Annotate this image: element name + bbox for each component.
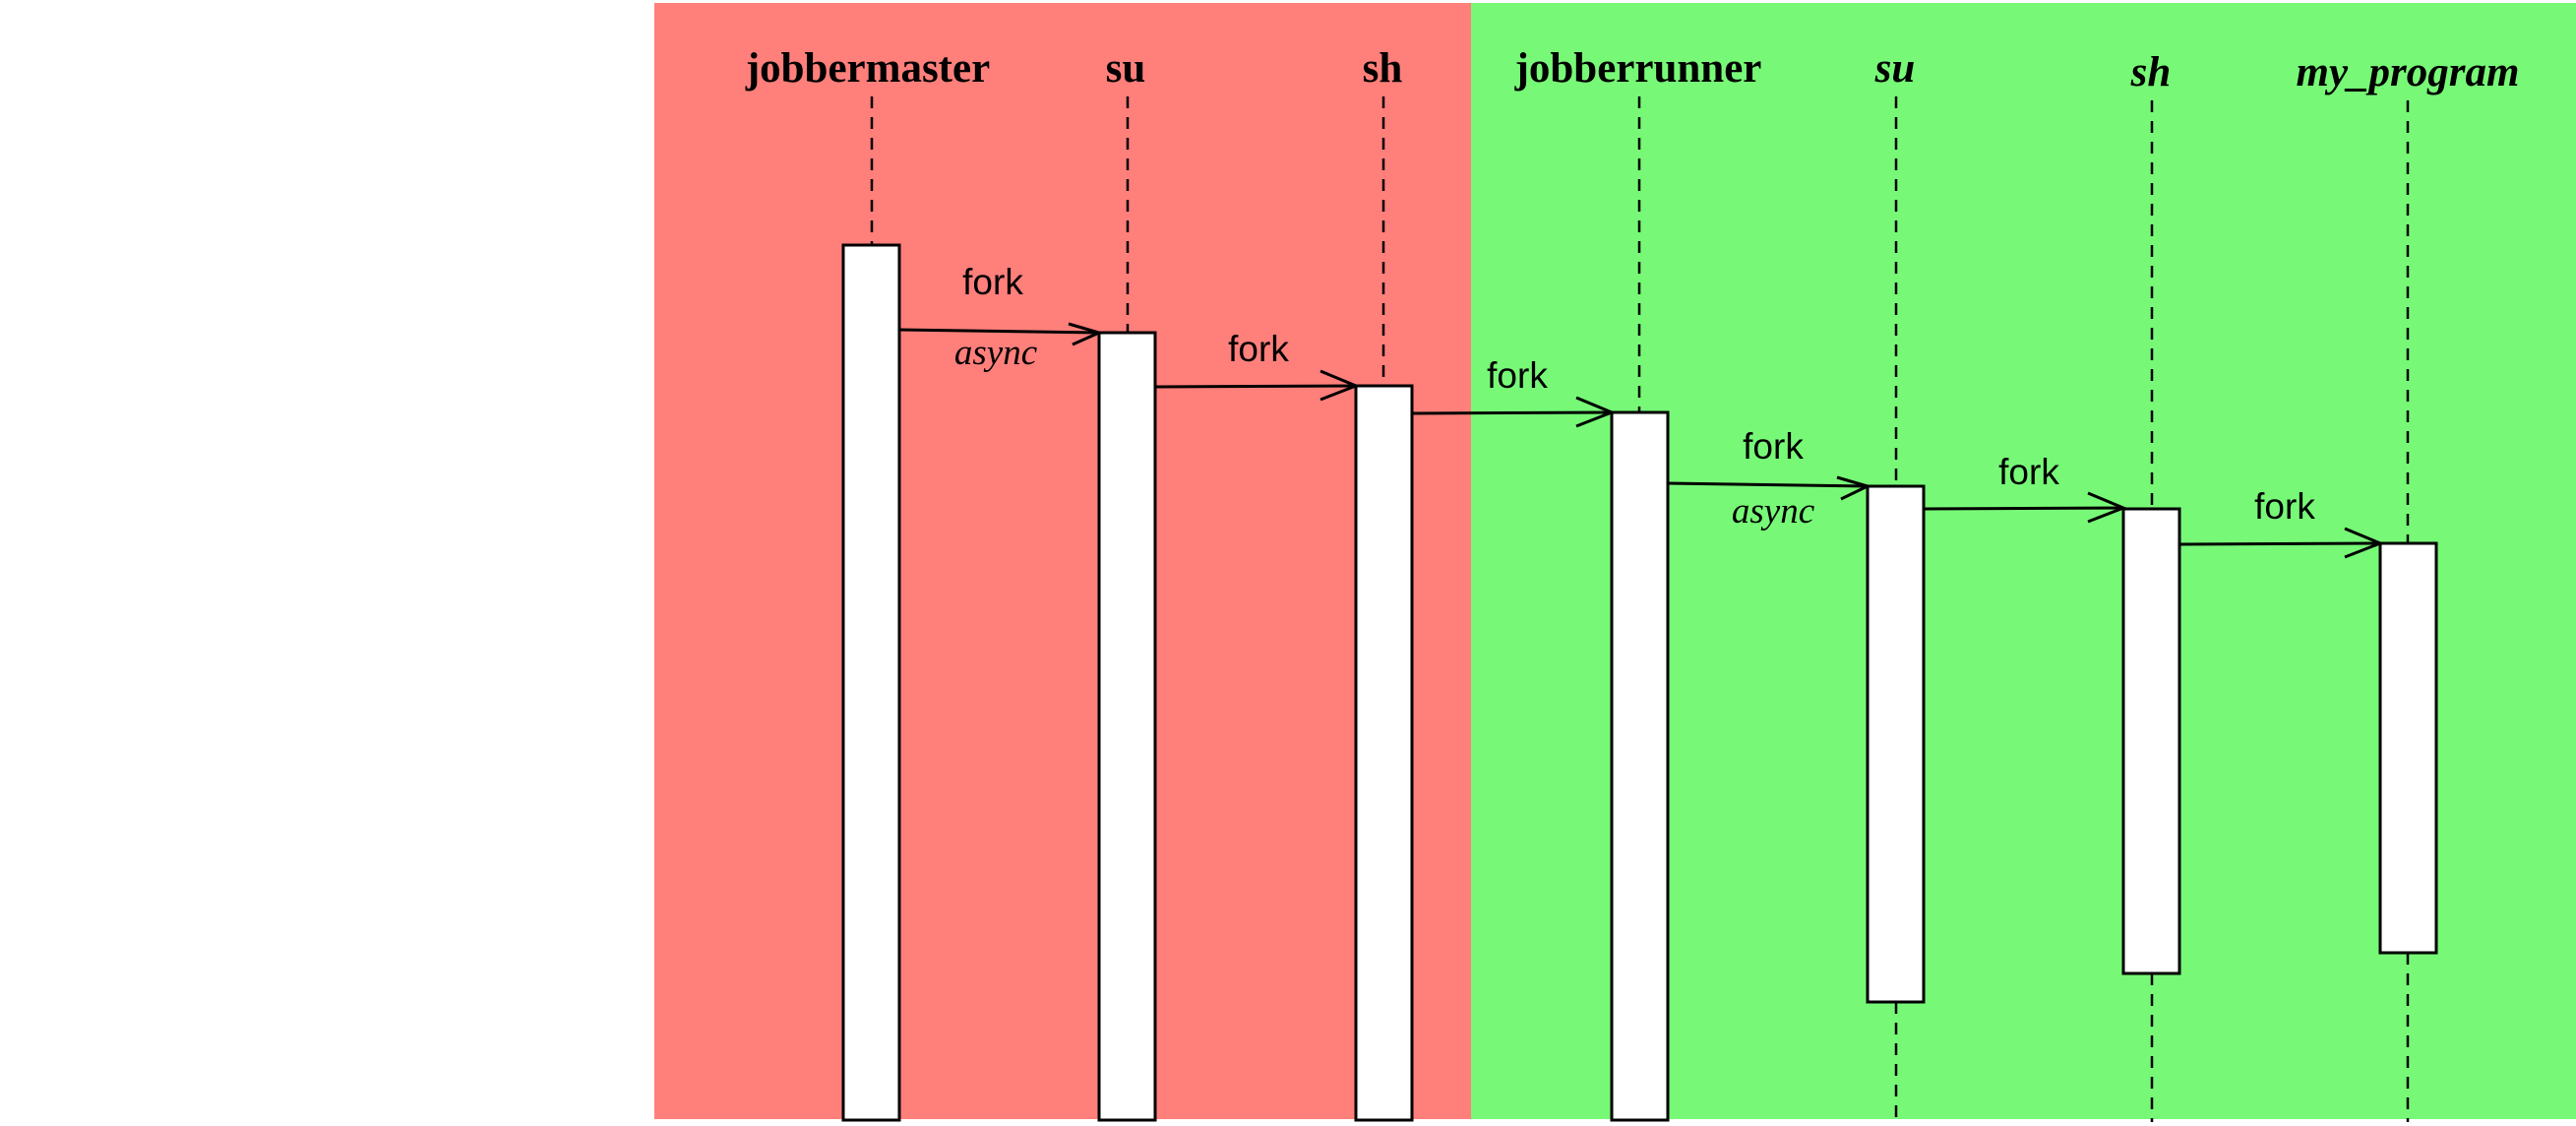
activation-sh-2 bbox=[2121, 507, 2181, 975]
message-label-2: fork bbox=[1228, 329, 1289, 369]
message-note-4: async bbox=[1732, 491, 1815, 532]
message-label-3: fork bbox=[1487, 355, 1548, 396]
activation-my-program bbox=[2378, 541, 2438, 955]
activation-sh bbox=[1354, 384, 1414, 1122]
message-label-4: fork bbox=[1743, 426, 1804, 467]
message-label-1: fork bbox=[962, 262, 1023, 302]
participant-label-jobberrunner: jobberrunner bbox=[1514, 45, 1762, 92]
participant-label-sh: sh bbox=[1363, 45, 1403, 92]
arrow-head-3 bbox=[1575, 396, 1617, 428]
arrow-head-4 bbox=[1836, 475, 1872, 501]
participant-label-jobbermaster: jobbermaster bbox=[745, 45, 990, 92]
message-line-5 bbox=[1923, 506, 2124, 511]
message-line-3 bbox=[1411, 410, 1613, 415]
participant-label-su: su bbox=[1106, 45, 1146, 92]
activation-jobbermaster bbox=[841, 243, 901, 1122]
activation-su bbox=[1097, 331, 1157, 1122]
participant-label-su-2: su bbox=[1874, 45, 1916, 92]
participant-label-sh-2: sh bbox=[2130, 49, 2172, 95]
arrow-head-5 bbox=[2087, 491, 2128, 524]
arrow-head-6 bbox=[2344, 527, 2385, 559]
message-note-1: async bbox=[954, 333, 1038, 373]
message-label-5: fork bbox=[1998, 452, 2059, 492]
participant-label-my-program: my_program bbox=[2297, 49, 2520, 95]
message-line-4 bbox=[1667, 481, 1869, 488]
activation-jobberrunner bbox=[1610, 410, 1670, 1122]
message-label-6: fork bbox=[2254, 486, 2315, 527]
message-line-2 bbox=[1154, 384, 1357, 389]
arrow-head-2 bbox=[1319, 369, 1361, 402]
arrow-head-1 bbox=[1068, 322, 1104, 346]
message-line-1 bbox=[898, 328, 1100, 335]
activation-su-2 bbox=[1866, 484, 1926, 1004]
left-group-background bbox=[654, 3, 1471, 1119]
message-line-6 bbox=[2178, 541, 2381, 546]
